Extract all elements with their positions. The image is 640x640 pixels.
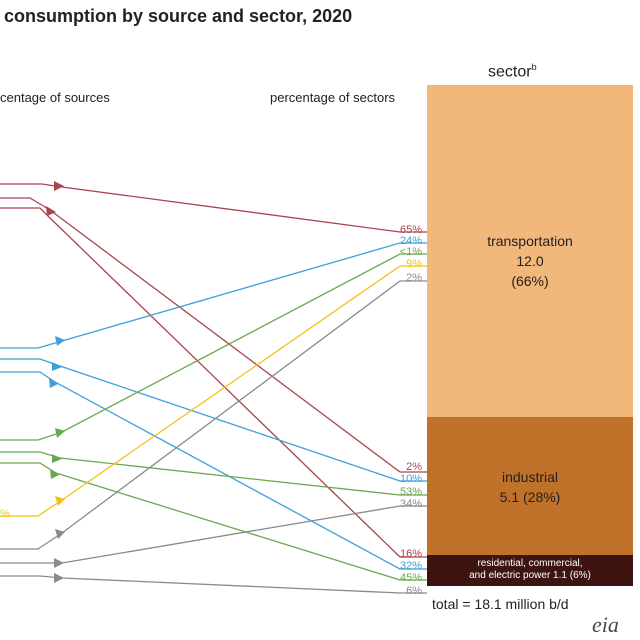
transportation-name: transportation	[487, 233, 573, 249]
pct-residential-renewable: 45%	[399, 572, 422, 584]
pct-industrial-nuclear: 34%	[399, 498, 422, 510]
arrow-nuclear-1	[55, 529, 65, 539]
arrow-nuclear-2	[54, 558, 64, 568]
sectors-header: percentage of sectors	[270, 90, 396, 105]
transportation-value: 12.0	[516, 253, 544, 269]
flow-gas-transportation	[0, 242, 401, 349]
sector-block-transportation: transportation 12.0 (66%)	[427, 85, 633, 417]
flow-coal-transportation	[0, 265, 401, 517]
sources-header: centage of sources	[0, 90, 110, 105]
pct-transportation-nuclear: 2%	[406, 272, 422, 284]
pct-industrial-gas: 10%	[399, 473, 422, 485]
flow-gas-industrial	[0, 358, 401, 482]
arrow-renewable-1	[55, 428, 65, 438]
pct-transportation-gas: 24%	[399, 235, 422, 247]
flow-nuclear-industrial	[0, 505, 401, 564]
industrial-name: industrial	[501, 469, 559, 485]
sector-header-text: sector	[488, 63, 532, 81]
source-coal-pct-partial: %	[0, 508, 10, 520]
residential-label: residential, commercial, and electric po…	[427, 558, 633, 582]
sector-header-footnote: b	[531, 62, 537, 72]
total-label: total = 18.1 million b/d	[432, 596, 569, 612]
industrial-value: 5.1 (28%)	[499, 489, 561, 505]
flow-renewable-residential	[0, 462, 401, 581]
residential-line1: residential, commercial,	[477, 558, 583, 569]
residential-line2: and electric power 1.1 (6%)	[469, 570, 591, 581]
arrow-gas-1	[55, 336, 65, 346]
arrow-gas-3	[49, 378, 58, 388]
pct-residential-nuclear: 6%	[406, 585, 422, 597]
arrow-petroleum-1	[54, 181, 64, 191]
pct-transportation-petroleum: 65%	[399, 224, 422, 236]
arrow-petroleum-2	[46, 206, 56, 216]
pct-transportation-coal: 9%	[406, 258, 422, 270]
flow-nuclear-residential	[0, 575, 401, 594]
chart-title: consumption by source and sector, 2020	[4, 6, 353, 26]
arrow-gas-2	[52, 362, 62, 371]
pct-industrial-renewable: 53%	[399, 486, 422, 498]
sector-block-industrial: industrial 5.1 (28%)	[427, 417, 633, 555]
arrow-renewable-3	[50, 469, 59, 479]
transportation-label: transportation 12.0 (66%)	[427, 231, 633, 291]
eia-logo: eia	[592, 612, 619, 637]
transportation-share: (66%)	[511, 273, 549, 289]
flow-gas-residential	[0, 371, 401, 570]
sector-block-residential: residential, commercial, and electric po…	[427, 555, 633, 586]
flow-renewable-industrial	[0, 451, 401, 496]
industrial-label: industrial 5.1 (28%)	[427, 467, 633, 507]
sector-column-header: sectorb	[488, 62, 537, 81]
arrow-nuclear-3	[54, 573, 64, 583]
arrow-coal-1	[55, 496, 65, 506]
arrow-renewable-2	[52, 454, 62, 463]
pct-transportation-renewable: <1%	[399, 246, 422, 258]
pct-residential-gas: 32%	[399, 560, 422, 572]
pct-residential-petroleum: 16%	[399, 548, 422, 560]
flow-petroleum-industrial	[0, 197, 401, 473]
pct-industrial-petroleum: 2%	[406, 461, 422, 473]
flow-petroleum-transportation	[0, 183, 401, 233]
flow-renewable-transportation	[0, 253, 401, 441]
flow-nuclear-transportation	[0, 280, 401, 550]
